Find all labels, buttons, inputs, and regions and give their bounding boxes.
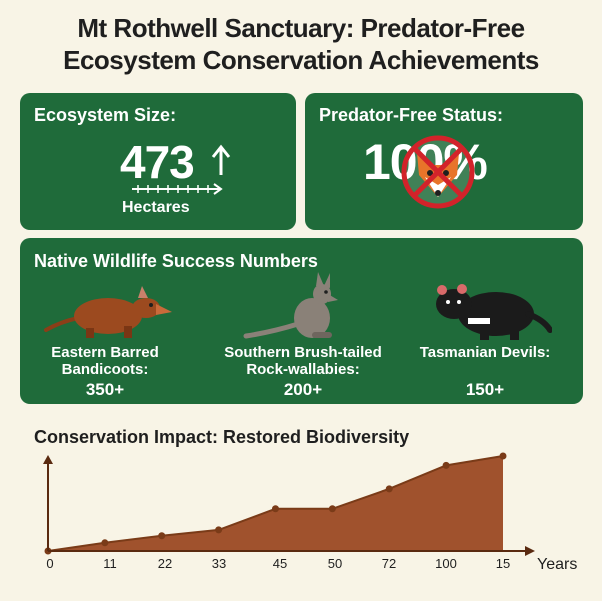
- animal-label-tasmanian-devil: Tasmanian Devils:: [410, 344, 560, 361]
- animal-label-line-1: Tasmanian Devils:: [419, 344, 551, 361]
- title-line-1: Mt Rothwell Sanctuary: Predator-Free: [77, 13, 525, 43]
- title-line-2: Ecosystem Conservation Achievements: [63, 45, 539, 75]
- x-axis-arrow: [525, 546, 535, 556]
- chart-area-fill: [48, 456, 503, 551]
- animal-label-bandicoot: Eastern Barred Bandicoots:: [35, 344, 175, 378]
- x-tick-label: 50: [328, 556, 342, 571]
- chart-point: [101, 539, 109, 547]
- x-tick-label: 15: [496, 556, 510, 571]
- chart-title: Conservation Impact: Restored Biodiversi…: [34, 427, 410, 447]
- y-axis-arrow: [43, 455, 53, 464]
- predator-free-card: Predator-Free Status: 100%: [305, 93, 583, 230]
- chart-point: [442, 461, 450, 469]
- chart-point: [272, 505, 279, 513]
- animal-label-line-2: Bandicoots:: [61, 361, 149, 378]
- animal-count-rock-wallaby: 200+: [283, 380, 323, 399]
- x-axis-label: Years: [537, 556, 577, 573]
- animal-count-bandicoot: 350+: [85, 380, 125, 399]
- x-tick-label: 22: [158, 556, 172, 571]
- ecosystem-size-unit: Hectares: [122, 199, 190, 216]
- tasmanian-devil-icon: [436, 284, 552, 340]
- x-tick-label: 0: [46, 556, 53, 571]
- bandicoot-icon: [44, 286, 172, 338]
- ecosystem-size-card: Ecosystem Size: 473 Hectares: [20, 93, 296, 230]
- wildlife-title: Native Wildlife Success Numbers: [34, 251, 318, 271]
- x-tick-label: 33: [212, 556, 226, 571]
- chart-point: [158, 532, 166, 540]
- x-tick-label: 100: [435, 556, 457, 571]
- growth-arrow-icon: [132, 144, 231, 195]
- chart-point: [328, 505, 336, 513]
- x-tick-label: 11: [103, 556, 117, 571]
- animal-count-tasmanian-devil: 150+: [465, 380, 505, 399]
- rock-wallaby-icon: [243, 272, 338, 339]
- predator-free-label: Predator-Free Status:: [319, 105, 504, 125]
- chart-point: [499, 452, 507, 460]
- x-tick-label: 45: [273, 556, 287, 571]
- ecosystem-size-label: Ecosystem Size:: [34, 105, 177, 125]
- chart-point: [385, 485, 393, 493]
- wildlife-card: Native Wildlife Success Numbers: [20, 238, 583, 404]
- animal-label-line-2: Rock-wallabies:: [246, 361, 360, 378]
- chart-point: [215, 526, 223, 534]
- animal-label-line-1: Eastern Barred: [51, 344, 159, 361]
- animal-label-line-1: Southern Brush-tailed: [224, 344, 382, 361]
- ecosystem-size-value: 473: [120, 136, 195, 188]
- crossed-out-fox-icon: [401, 135, 475, 209]
- x-tick-label: 72: [382, 556, 396, 571]
- animal-label-rock-wallaby: Southern Brush-tailed Rock-wallabies:: [214, 344, 392, 378]
- page-title: Mt Rothwell Sanctuary: Predator-Free Eco…: [0, 12, 602, 76]
